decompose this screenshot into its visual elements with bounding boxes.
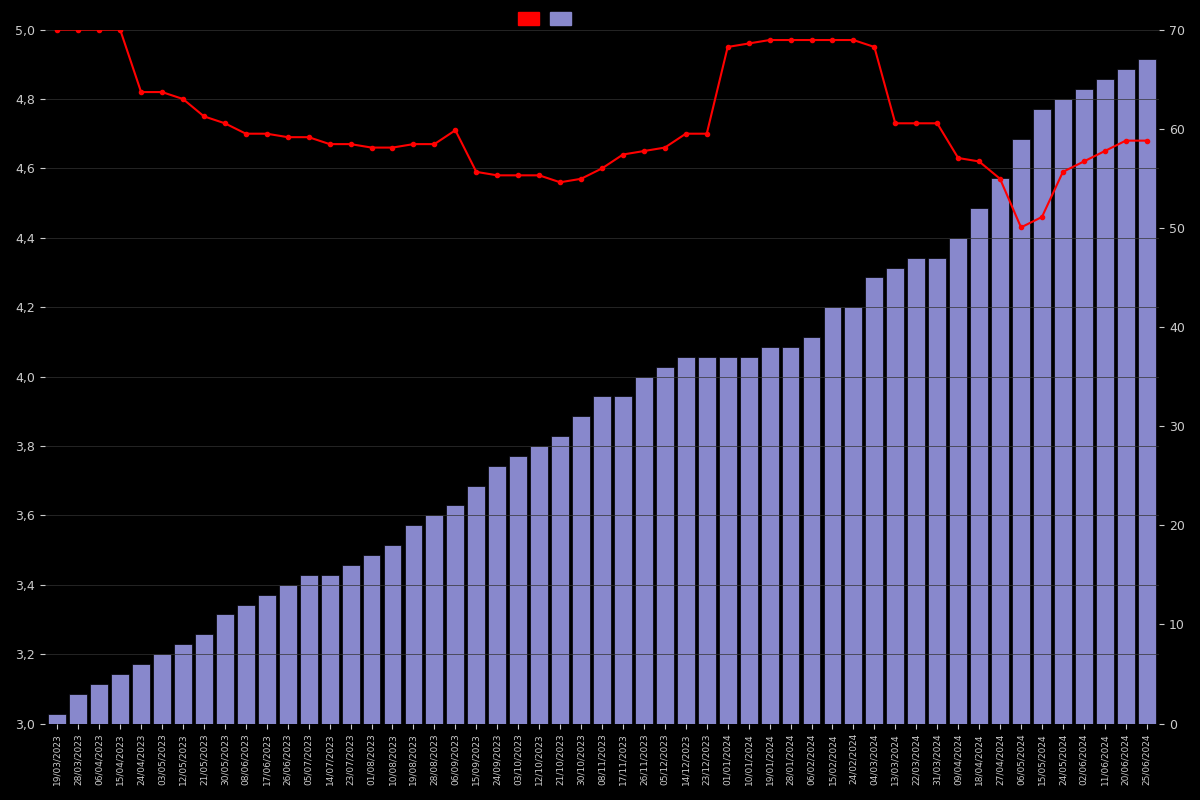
- Bar: [971, 208, 988, 723]
- Bar: [258, 594, 276, 723]
- Bar: [488, 466, 506, 723]
- Bar: [236, 605, 254, 723]
- Bar: [509, 456, 527, 723]
- Bar: [112, 674, 130, 723]
- Bar: [300, 575, 318, 723]
- Bar: [551, 436, 569, 723]
- Bar: [1012, 138, 1030, 723]
- Bar: [362, 555, 380, 723]
- Bar: [320, 575, 338, 723]
- Bar: [614, 396, 632, 723]
- Bar: [781, 347, 799, 723]
- Bar: [467, 486, 485, 723]
- Bar: [907, 258, 925, 723]
- Bar: [635, 377, 653, 723]
- Bar: [929, 258, 946, 723]
- Bar: [1054, 99, 1072, 723]
- Bar: [887, 267, 905, 723]
- Bar: [174, 644, 192, 723]
- Bar: [216, 614, 234, 723]
- Bar: [342, 565, 360, 723]
- Bar: [823, 307, 841, 723]
- Bar: [1117, 70, 1135, 723]
- Bar: [1033, 109, 1051, 723]
- Bar: [1138, 59, 1156, 723]
- Bar: [426, 515, 443, 723]
- Bar: [572, 416, 590, 723]
- Bar: [90, 684, 108, 723]
- Bar: [70, 694, 88, 723]
- Bar: [593, 396, 611, 723]
- Bar: [803, 337, 821, 723]
- Bar: [739, 357, 757, 723]
- Bar: [677, 357, 695, 723]
- Bar: [1096, 79, 1114, 723]
- Bar: [48, 714, 66, 723]
- Bar: [530, 446, 548, 723]
- Bar: [949, 238, 967, 723]
- Bar: [404, 526, 422, 723]
- Bar: [132, 664, 150, 723]
- Bar: [865, 278, 883, 723]
- Bar: [761, 347, 779, 723]
- Bar: [196, 634, 212, 723]
- Bar: [384, 545, 402, 723]
- Bar: [1075, 89, 1093, 723]
- Bar: [446, 506, 464, 723]
- Bar: [719, 357, 737, 723]
- Legend: , : ,: [518, 12, 575, 26]
- Bar: [656, 366, 673, 723]
- Bar: [991, 178, 1009, 723]
- Bar: [698, 357, 715, 723]
- Bar: [278, 585, 296, 723]
- Bar: [845, 307, 863, 723]
- Bar: [154, 654, 170, 723]
